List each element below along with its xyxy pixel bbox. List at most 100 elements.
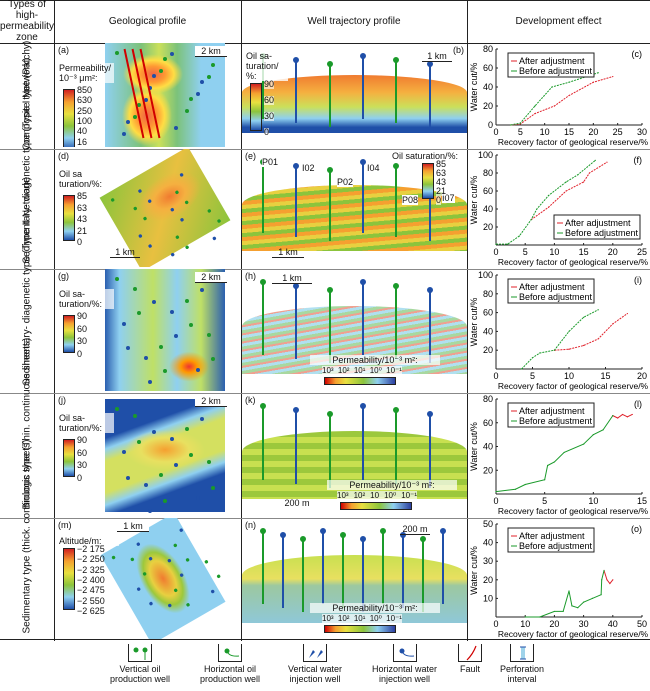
water-injection-well-marker [144, 98, 148, 102]
oil-well-head-icon [260, 528, 266, 534]
y-tick-label: 80 [483, 289, 493, 299]
water-injection-well-marker [122, 132, 126, 136]
injection-well-head-icon [440, 528, 446, 534]
water-injection-well [295, 165, 298, 237]
y-tick-label: 40 [483, 442, 493, 452]
x-axis-label: Recovery factor of geological reserve/% [498, 137, 649, 147]
scale-bar: 1 km [110, 247, 140, 258]
data-point [583, 181, 585, 183]
well-name: P02 [337, 177, 354, 187]
legend-item: Fault [455, 644, 485, 674]
water-injection-well-marker [200, 288, 204, 292]
data-point [547, 206, 550, 208]
injection-well-head-icon [360, 403, 366, 409]
panel-label: (f) [634, 155, 643, 165]
legend-item: Horizontal oil production well [190, 644, 270, 684]
colorbar-title: Permeability/10⁻³ m²: [310, 603, 440, 613]
oil-production-well [328, 289, 331, 364]
oil-well-marker [130, 557, 135, 562]
legend-label: After adjustment [519, 282, 585, 292]
data-point [495, 243, 497, 245]
x-tick-label: 10 [588, 496, 598, 506]
oil-well-head-icon [420, 536, 426, 542]
y-tick-label: 60 [483, 308, 493, 318]
water-injection-well-marker [212, 236, 217, 241]
oil-production-well [328, 413, 331, 488]
colorbar-tick: 60 [77, 447, 88, 458]
colorbar-tick: −2 625 [77, 606, 105, 616]
legend-item: Horizontal water injection well [362, 644, 447, 684]
colorbar-title: Oil sa- turation/%: [59, 413, 114, 433]
water-cut-chart: 0 5 10 15 20 20 40 60 80 100 Recovery factor of ge… [469, 270, 649, 391]
legend-label: Vertical water injection well [287, 664, 343, 684]
data-point [609, 582, 611, 585]
legend-label: After adjustment [519, 56, 585, 66]
colorbar-tick: 630 [77, 95, 93, 106]
data-point [612, 323, 614, 325]
data-point [631, 413, 633, 416]
legend-box [553, 214, 641, 240]
colorbar-tick: 0 [264, 127, 270, 137]
oil-production-well [395, 59, 398, 123]
scale-bar: 2 km [195, 46, 227, 57]
water-injection-well-marker [179, 572, 184, 578]
water-injection-well-marker [170, 52, 174, 56]
colorbar [422, 163, 434, 199]
x-tick-label: 30 [637, 127, 647, 137]
legend-label: After adjustment [565, 218, 631, 228]
legend-label: Before adjustment [519, 416, 593, 426]
data-point [583, 601, 585, 603]
injection-well-head-icon [426, 61, 433, 67]
data-point [519, 122, 521, 124]
oil-well-marker [115, 277, 119, 281]
x-tick-label: 15 [579, 247, 589, 257]
water-injection-well [428, 63, 431, 127]
colorbar-tick: 43 [77, 214, 88, 224]
x-tick-label: 15 [637, 496, 647, 506]
data-point [534, 113, 536, 115]
series-line-after [603, 570, 614, 585]
well-legend: Vertical oil production well Horizontal … [0, 644, 650, 691]
colorbar-title: Oil saturation/%: [392, 151, 467, 161]
colorbar-tick: 30 [77, 336, 88, 347]
oil-well-marker [206, 208, 212, 214]
x-tick-label: 10 [564, 371, 574, 381]
colorbar-tick: 10¹ [353, 614, 366, 623]
water-injection-well-marker [148, 601, 154, 606]
injection-well-head-icon [293, 283, 300, 289]
colorbar-tick: 10³ [337, 491, 349, 500]
figure-grid [0, 0, 650, 641]
x-tick-label: 5 [523, 247, 528, 257]
y-tick-label: 80 [483, 168, 493, 178]
panel-label: (b) [453, 45, 464, 55]
oil-well-head-icon [380, 528, 386, 534]
water-injection-well-marker [137, 188, 143, 194]
data-point [583, 344, 585, 347]
y-tick-label: 20 [483, 101, 493, 111]
panel-label: (a) [58, 45, 69, 55]
reservoir-section [242, 74, 467, 134]
water-injection-well-marker [126, 476, 130, 480]
geological-profile-panel: (g) Oil sa- turation/%: 90 60 30 0 2 km [55, 269, 241, 391]
data-point [612, 75, 614, 78]
colorbar-tick: 10² [353, 491, 366, 500]
series-line-after [530, 161, 608, 221]
oil-well-marker [184, 244, 190, 250]
data-point [591, 597, 593, 599]
panel-label: (h) [245, 271, 256, 281]
x-tick-label: 15 [564, 127, 574, 137]
series-line-before [521, 309, 599, 370]
water-injection-well [362, 161, 364, 233]
data-point [597, 338, 599, 340]
y-tick-label: 60 [483, 418, 493, 428]
well-name: P08 [402, 195, 419, 205]
oil-well-marker [207, 333, 211, 337]
oil-well-head-icon [326, 167, 333, 173]
header-development-effect: Development effect [515, 15, 602, 27]
oil-well-marker [175, 234, 180, 240]
water-injection-well-marker [126, 120, 130, 124]
series-line-before [525, 570, 605, 618]
colorbar-tick: 0 [77, 473, 83, 483]
colorbar-tick: 63 [77, 202, 88, 213]
header-well-trajectory: Well trajectory profile [307, 15, 401, 27]
